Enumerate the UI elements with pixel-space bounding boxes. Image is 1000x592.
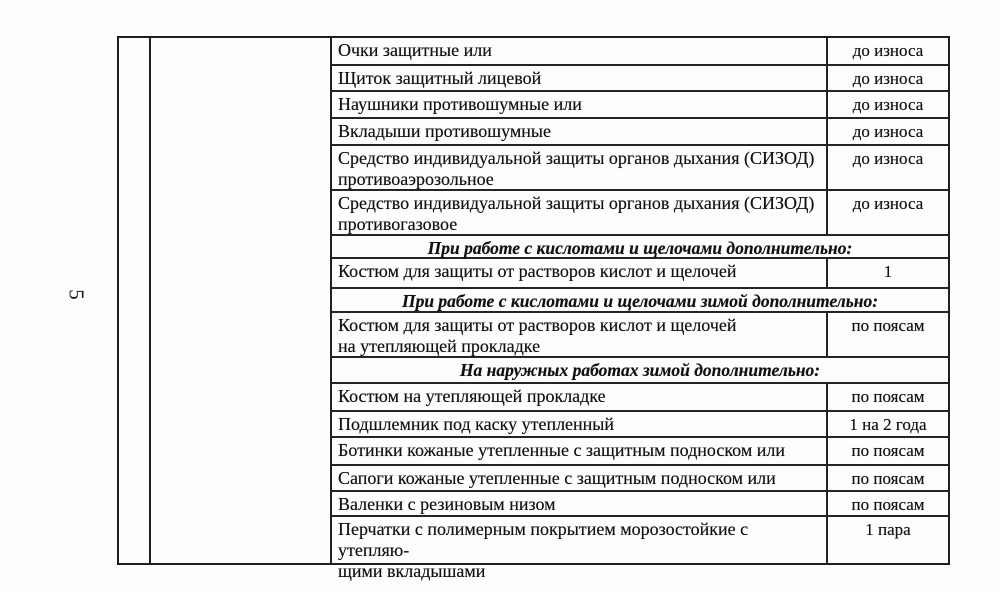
item-period-cell: до износа [826,191,948,234]
item-period-cell: до износа [826,146,948,189]
item-period-cell: 1 на 2 года [826,412,948,436]
table-row: Подшлемник под каску утепленный 1 на 2 г… [332,412,948,438]
item-period-cell: 1 [826,259,948,287]
item-name-cell: Костюм на утепляющей прокладке [338,386,606,406]
item-period-cell: до износа [826,38,948,64]
table-row: Средство индивидуальной защиты органов д… [332,191,948,236]
table-row: Сапоги кожаные утепленные с защитным под… [332,466,948,492]
item-period-cell: по поясам [826,466,948,490]
page-number: 5 [64,289,89,300]
item-name-cell: Средство индивидуальной защиты органов д… [338,148,815,189]
section-header-cell: При работе с кислотами и щелочами дополн… [427,238,853,258]
item-name-cell: Валенки с резиновым низом [338,494,556,514]
item-name-cell: Костюм для защиты от растворов кислот и … [338,315,737,356]
item-name-cell: Очки защитные или [338,40,492,60]
section-header-cell: При работе с кислотами и щелочами зимой … [401,291,879,311]
table-rows: Очки защитные или до износа Щиток защитн… [332,38,948,581]
item-name-cell: Сапоги кожаные утепленные с защитным под… [338,468,776,488]
section-header-row: При работе с кислотами и щелочами зимой … [332,289,948,313]
section-header-row: При работе с кислотами и щелочами дополн… [332,236,948,259]
table-row: Ботинки кожаные утепленные с защитным по… [332,438,948,466]
item-name-cell: Вкладыши противошумные [338,121,551,141]
section-header-cell: На наружных работах зимой дополнительно: [459,360,821,380]
item-name-cell: Перчатки с полимерным покрытием морозост… [338,519,749,581]
table-empty-column-2 [151,38,332,563]
table-row: Костюм для защиты от растворов кислот и … [332,259,948,289]
table-row: Костюм на утепляющей прокладке по поясам [332,384,948,412]
item-period-cell: по поясам [826,384,948,410]
item-period-cell: до износа [826,66,948,90]
item-name-cell: Ботинки кожаные утепленные с защитным по… [338,440,785,460]
item-name-cell: Щиток защитный лицевой [338,68,542,88]
table-row: Перчатки с полимерным покрытием морозост… [332,517,948,581]
table-row: Наушники противошумные или до износа [332,92,948,119]
item-period-cell: до износа [826,92,948,117]
item-period-cell: по поясам [826,438,948,464]
item-name-cell: Костюм для защиты от растворов кислот и … [338,261,737,281]
item-period-cell: по поясам [826,492,948,515]
item-period-cell: 1 пара [826,517,948,563]
section-header-row: На наружных работах зимой дополнительно: [332,358,948,384]
item-period-cell: до износа [826,119,948,144]
equipment-table: Очки защитные или до износа Щиток защитн… [117,36,950,581]
table-row: Средство индивидуальной защиты органов д… [332,146,948,191]
table-row: Вкладыши противошумные до износа [332,119,948,146]
item-name-cell: Средство индивидуальной защиты органов д… [338,193,815,234]
table-row: Костюм для защиты от растворов кислот и … [332,313,948,358]
item-period-cell: по поясам [826,313,948,356]
item-name-cell: Наушники противошумные или [338,94,582,114]
table-row: Очки защитные или до износа [332,38,948,66]
table-row: Щиток защитный лицевой до износа [332,66,948,92]
item-name-cell: Подшлемник под каску утепленный [338,414,615,434]
table-row: Валенки с резиновым низом по поясам [332,492,948,517]
table-empty-column-1 [119,38,151,563]
